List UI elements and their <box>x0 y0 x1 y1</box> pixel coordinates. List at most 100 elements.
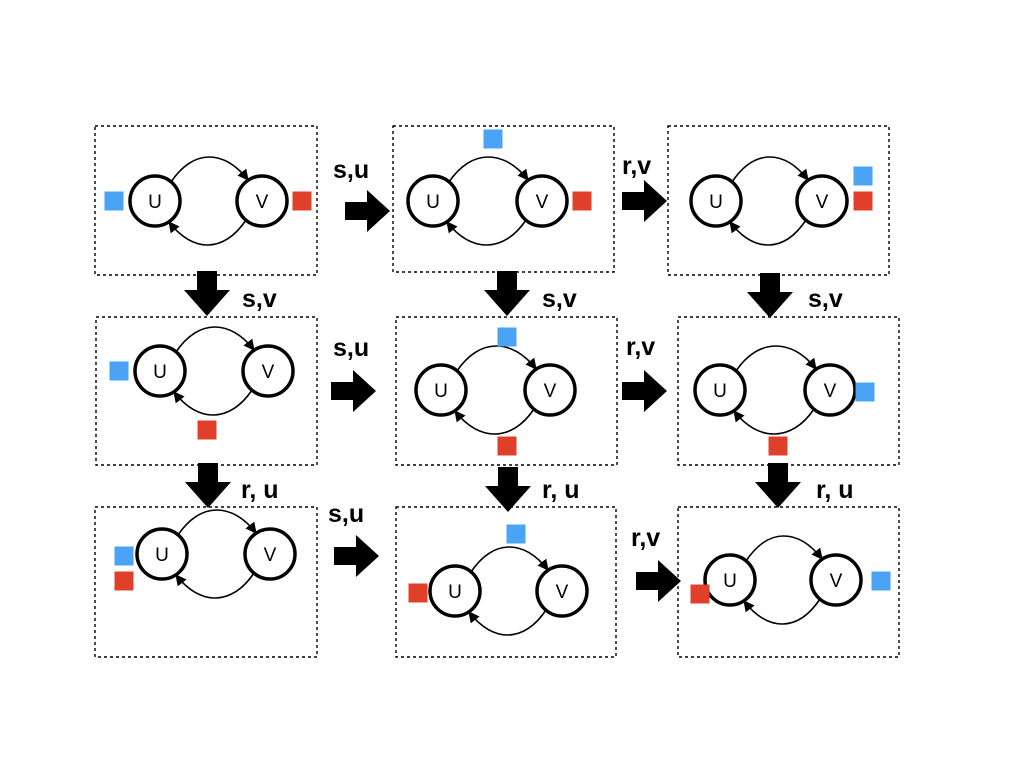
node-u-label: U <box>713 381 727 402</box>
edge-u-to-v <box>177 509 257 536</box>
red-token <box>853 191 873 211</box>
transition-label: r, u <box>816 476 854 504</box>
blue-token <box>855 382 875 402</box>
blue-token <box>497 327 517 347</box>
down-arrow <box>485 467 531 512</box>
panel-border <box>94 506 318 658</box>
edge-u-to-v <box>745 535 823 562</box>
transition-label: r,v <box>622 152 651 180</box>
node-v <box>241 344 295 398</box>
node-u-label: U <box>155 545 169 566</box>
node-u <box>703 553 757 607</box>
node-v <box>243 527 297 581</box>
blue-token <box>853 166 873 186</box>
edge-v-to-u <box>733 408 815 435</box>
node-u-label: U <box>153 362 167 383</box>
node-u <box>428 564 482 618</box>
down-arrow <box>755 463 801 508</box>
edge-v-to-u <box>743 598 821 625</box>
node-v-label: V <box>824 381 837 402</box>
node-u <box>135 527 189 581</box>
edge-v-to-u <box>175 572 255 599</box>
node-v-label: V <box>256 192 269 213</box>
node-u <box>406 174 460 228</box>
right-arrow <box>622 180 667 222</box>
transition-label: s,v <box>542 285 577 313</box>
down-arrow <box>185 463 231 508</box>
node-v-label: V <box>830 571 843 592</box>
panel-border <box>392 125 615 273</box>
node-v-label: V <box>556 582 569 603</box>
transition-label: r, u <box>241 476 279 504</box>
red-token <box>292 191 312 211</box>
node-u <box>133 344 187 398</box>
node-v-label: V <box>544 381 557 402</box>
down-arrow <box>184 271 230 316</box>
edge-v-to-u <box>468 609 547 636</box>
node-v <box>809 553 863 607</box>
edge-u-to-v <box>731 156 809 183</box>
red-token <box>497 436 517 456</box>
down-arrow <box>747 273 793 318</box>
red-token <box>197 420 217 440</box>
blue-token <box>506 524 526 544</box>
edge-v-to-u <box>446 219 527 246</box>
red-token <box>114 571 134 591</box>
transition-arrows: s,u r,v s,u r,v s,u r,v s,v s,v s,v r, u r, u r, u <box>184 152 854 602</box>
node-v-label: V <box>264 545 277 566</box>
node-v <box>535 564 589 618</box>
edge-u-to-v <box>175 326 255 353</box>
edge-u-to-v <box>448 156 529 183</box>
panel-border <box>95 316 318 466</box>
node-u-label: U <box>709 192 723 213</box>
edge-u-to-v <box>456 345 537 372</box>
red-token <box>690 584 710 604</box>
right-arrow <box>331 370 376 412</box>
edge-u-to-v <box>170 156 249 183</box>
node-u <box>128 174 182 228</box>
edge-v-to-u <box>173 389 253 416</box>
node-u-label: U <box>434 381 448 402</box>
transition-label: r,v <box>626 333 655 361</box>
right-arrow <box>334 535 379 577</box>
edge-v-to-u <box>729 219 807 246</box>
node-v <box>523 363 577 417</box>
state-panels: U V U V U VU VU V U VU VU VU V <box>94 125 900 658</box>
node-v <box>795 174 849 228</box>
red-token <box>572 191 592 211</box>
node-u-label: U <box>448 582 462 603</box>
panel-border <box>677 316 900 466</box>
panel-border <box>395 316 618 466</box>
right-arrow <box>636 560 681 602</box>
red-token <box>768 436 788 456</box>
down-arrow <box>484 271 530 316</box>
transition-label: s,u <box>328 500 364 528</box>
node-u-label: U <box>426 192 440 213</box>
transition-label: r, u <box>542 476 580 504</box>
node-v <box>515 174 569 228</box>
edge-u-to-v <box>470 546 549 573</box>
right-arrow <box>622 370 667 412</box>
blue-token <box>483 129 503 149</box>
edge-v-to-u <box>168 219 247 246</box>
transition-label: s,v <box>242 285 277 313</box>
node-u <box>414 363 468 417</box>
blue-token <box>109 361 129 381</box>
transition-label: s,v <box>808 285 843 313</box>
node-v <box>803 363 857 417</box>
transition-label: r,v <box>631 524 660 552</box>
edge-v-to-u <box>454 408 535 435</box>
edge-u-to-v <box>735 345 817 372</box>
node-u <box>693 363 747 417</box>
node-v <box>235 174 289 228</box>
node-u <box>689 174 743 228</box>
node-u-label: U <box>723 571 737 592</box>
